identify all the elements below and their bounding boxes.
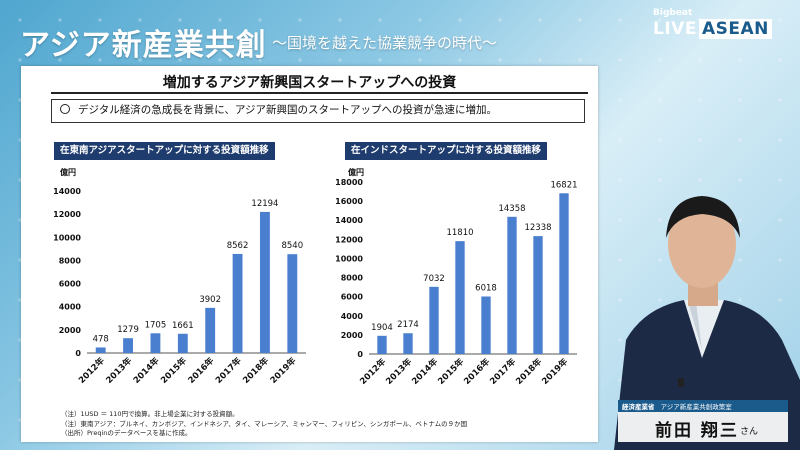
- title-divider: [51, 92, 588, 94]
- bar-india-6: [533, 236, 543, 354]
- summary-text: デジタル経済の急成長を背景に、アジア新興国のスタートアップへの投資が急速に増加。: [78, 104, 498, 116]
- chart-unit-sea: 億円: [60, 168, 76, 177]
- bar-sea-7: [287, 254, 298, 353]
- bullet-circle-icon: [60, 104, 70, 114]
- data-label-india-3: 11810: [446, 228, 473, 238]
- speaker-role: アジア新産業共創政策室: [660, 403, 732, 411]
- bar-india-3: [455, 241, 465, 354]
- bar-sea-5: [232, 253, 243, 353]
- event-title: アジア新産業共創: [20, 28, 267, 63]
- data-label-india-4: 6018: [475, 283, 497, 293]
- logo-wordmark: LIVE ASEAN: [653, 19, 772, 39]
- y-tick-label-sea-3: 6000: [59, 280, 82, 289]
- footnote-source: （出所）Preqinのデータベースを基に作成。: [61, 429, 192, 437]
- y-tick-label-sea-2: 4000: [59, 303, 82, 312]
- speaker-name-card: [618, 400, 788, 442]
- x-tick-label-india-7: 2019年: [540, 356, 571, 387]
- y-tick-label-india-7: 14000: [335, 216, 363, 225]
- data-label-india-7: 16821: [550, 180, 577, 190]
- y-tick-label-sea-6: 12000: [53, 210, 81, 219]
- bar-sea-1: [123, 338, 133, 353]
- y-tick-label-india-3: 6000: [341, 293, 364, 302]
- footnotes: （注）1USD ＝ 110円で換算。非上場企業に対する投資額。 （注）東南アジア…: [61, 410, 467, 439]
- x-tick-label-india-6: 2018年: [514, 356, 545, 387]
- bar-india-5: [507, 216, 517, 354]
- y-tick-label-sea-5: 10000: [53, 233, 81, 242]
- y-tick-label-sea-4: 8000: [59, 256, 82, 265]
- bar-sea-6: [260, 211, 270, 353]
- event-logo: Bigbeat LIVE ASEAN: [653, 8, 788, 42]
- y-tick-label-sea-1: 2000: [59, 326, 82, 335]
- bar-india-2: [429, 286, 439, 354]
- speaker-name: 前田 翔三: [655, 421, 739, 441]
- logo-live: LIVE: [653, 19, 697, 39]
- logo-brand: Bigbeat: [653, 8, 693, 18]
- data-label-sea-7: 8540: [281, 241, 303, 251]
- event-subtitle: 〜国境を越えた協業競争の時代〜: [272, 34, 498, 52]
- x-tick-label-india-1: 2013年: [384, 356, 415, 387]
- y-tick-label-india-6: 12000: [335, 235, 363, 244]
- presentation-slide: 増加するアジア新興国スタートアップへの投資 デジタル経済の急成長を背景に、アジア…: [21, 66, 598, 442]
- speaker-honorific: さん: [740, 427, 759, 437]
- bar-india-1: [403, 333, 413, 354]
- y-tick-label-india-2: 4000: [341, 312, 364, 321]
- bar-sea-2: [150, 333, 161, 353]
- footnote-countries: （注）東南アジア：ブルネイ、カンボジア、インドネシア、タイ、マレーシア、ミャンマ…: [61, 419, 468, 428]
- speaker-org: 経済産業省: [622, 403, 655, 411]
- data-label-india-0: 1904: [371, 323, 393, 333]
- speaker-affiliation: 経済産業省 アジア新産業共創政策室: [622, 401, 732, 411]
- slide-title: 増加するアジア新興国スタートアップへの投資: [162, 75, 457, 91]
- y-tick-label-india-9: 18000: [335, 178, 363, 187]
- bar-chart-sea: 020004000600080001000012000140004782012年…: [53, 187, 306, 386]
- data-label-sea-2: 1705: [145, 320, 167, 330]
- y-tick-label-sea-7: 14000: [53, 187, 81, 196]
- y-tick-label-india-4: 8000: [341, 274, 364, 283]
- data-label-india-2: 7032: [423, 274, 445, 284]
- data-label-sea-3: 1661: [172, 321, 194, 331]
- chart-unit-india: 億円: [348, 168, 364, 177]
- data-label-india-1: 2174: [397, 320, 419, 330]
- y-tick-label-india-0: 0: [357, 350, 363, 359]
- bar-chart-india: 0 2000 4000 6000 8000 10000 12000 14000 16000 180…: [335, 178, 577, 387]
- footnote-rate: （注）1USD ＝ 110円で換算。非上場企業に対する投資額。: [61, 410, 239, 418]
- bar-india-4: [481, 296, 491, 354]
- x-tick-label-india-2: 2014年: [410, 356, 441, 387]
- data-label-sea-1: 1279: [117, 325, 139, 335]
- summary-box: デジタル経済の急成長を背景に、アジア新興国のスタートアップへの投資が急速に増加。: [51, 99, 585, 123]
- y-tick-label-india-5: 10000: [335, 254, 363, 263]
- bar-india-7: [559, 193, 569, 354]
- chart-title-sea: 在東南アジアスタートアップに対する投資額推移: [54, 142, 275, 160]
- x-tick-label-india-5: 2017年: [488, 356, 519, 387]
- y-tick-label-india-1: 2000: [341, 331, 364, 340]
- data-label-sea-0: 478: [93, 334, 109, 344]
- y-tick-label-india-8: 16000: [335, 197, 363, 206]
- bar-sea-4: [205, 307, 216, 353]
- bar-sea-0: [95, 347, 106, 353]
- bar-sea-3: [177, 333, 188, 353]
- y-tick-label-sea-0: 0: [75, 349, 81, 358]
- x-tick-label-india-0: 2012年: [358, 356, 389, 387]
- data-label-sea-6: 12194: [251, 199, 278, 209]
- x-tick-label-india-3: 2015年: [436, 356, 467, 387]
- chart-title-india: 在インドスタートアップに対する投資額推移: [345, 142, 548, 160]
- data-label-sea-5: 8562: [227, 241, 249, 251]
- x-tick-label-india-4: 2016年: [462, 356, 493, 387]
- logo-asean: ASEAN: [698, 19, 772, 39]
- data-label-india-5: 14358: [498, 204, 525, 214]
- data-label-sea-4: 3902: [199, 295, 221, 305]
- data-label-india-6: 12338: [524, 223, 551, 233]
- bar-india-0: [377, 335, 387, 354]
